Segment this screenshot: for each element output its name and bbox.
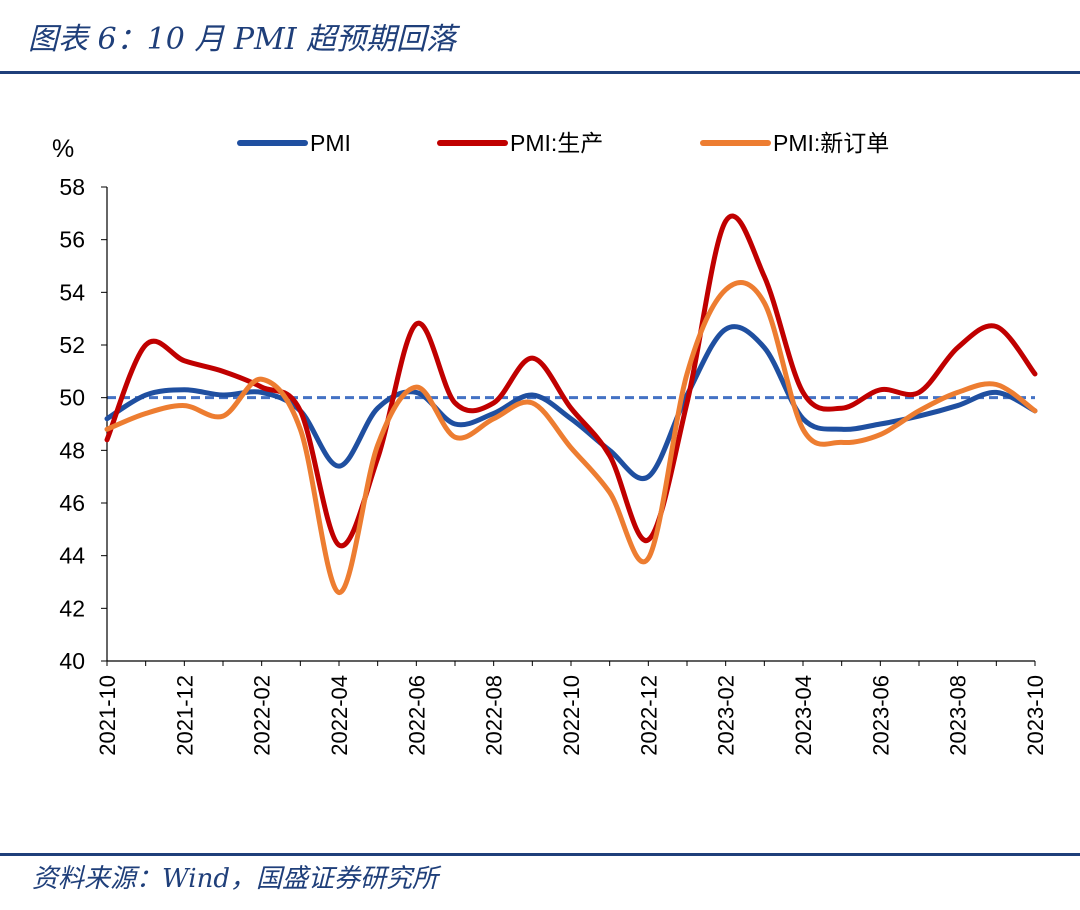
y-tick-label: 44 — [59, 543, 85, 569]
y-axis-label: % — [52, 135, 74, 163]
x-tick-label: 2022-04 — [327, 675, 352, 756]
y-tick-label: 52 — [59, 332, 85, 358]
source-rule — [0, 853, 1080, 856]
y-tick-label: 40 — [59, 648, 85, 674]
x-tick-label: 2022-12 — [636, 675, 661, 756]
x-tick-label: 2023-08 — [946, 675, 971, 756]
title-rule — [0, 71, 1080, 74]
pmi-line-chart: 40 42 44 46 48 50 52 54 56 58% 2021-10 2021-12 2022-… — [52, 130, 1048, 756]
x-tick-label: 2023-04 — [791, 675, 816, 756]
x-tick-label: 2021-10 — [95, 675, 120, 756]
axes: 40 42 44 46 48 50 52 54 56 58% 2021-10 2021-12 2022-… — [52, 135, 1048, 756]
y-tick-label: 48 — [59, 437, 85, 463]
legend-item-pmi-label: PMI — [310, 130, 351, 156]
legend-item-new-orders-label: PMI:新订单 — [773, 130, 889, 156]
y-tick-label: 58 — [59, 174, 85, 200]
y-tick-label: 54 — [59, 279, 85, 305]
series-line-new-orders — [104, 280, 1038, 596]
x-tick-label: 2022-06 — [404, 675, 429, 756]
series-layer — [104, 213, 1038, 596]
x-tick-label: 2021-12 — [172, 675, 197, 756]
figure-title: 图表 6：10 月 PMI 超预期回落 — [28, 22, 457, 57]
y-tick-label: 56 — [59, 227, 85, 253]
x-tick-label: 2022-10 — [559, 675, 584, 756]
legend: PMI PMI:生产 PMI:新订单 — [237, 130, 889, 156]
x-tick-label: 2022-08 — [482, 675, 507, 756]
y-tick-label: 42 — [59, 595, 85, 621]
x-tick-label: 2023-02 — [714, 675, 739, 756]
y-tick-label: 50 — [59, 385, 85, 411]
legend-item-production-label: PMI:生产 — [510, 130, 603, 156]
x-tick-label: 2023-10 — [1023, 675, 1048, 756]
series-line-pmi — [104, 324, 1038, 482]
source-note: 资料来源：Wind，国盛证券研究所 — [32, 864, 438, 894]
series-line-production — [104, 213, 1038, 549]
y-tick-label: 46 — [59, 490, 85, 516]
x-tick-label: 2022-02 — [250, 675, 275, 756]
x-tick-label: 2023-06 — [868, 675, 893, 756]
